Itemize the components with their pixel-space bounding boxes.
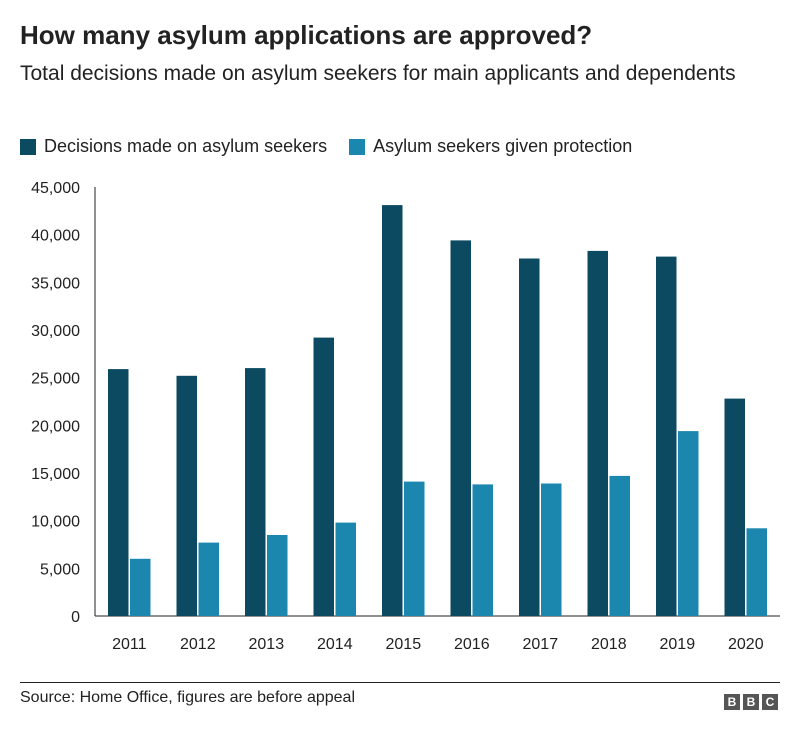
y-tick-label: 30,000: [31, 323, 80, 340]
bars: [108, 205, 767, 616]
x-tick-label: 2015: [386, 636, 422, 653]
y-tick-label: 40,000: [31, 228, 80, 245]
bar-protection: [198, 542, 219, 616]
legend-item-decisions: Decisions made on asylum seekers: [20, 136, 327, 157]
source-divider: [20, 682, 780, 683]
x-tick-label: 2013: [249, 636, 285, 653]
x-axis: 2011 2012 2013 2014 2015 2016 2017 2018 2019 2020: [95, 615, 780, 653]
logo-letter: C: [762, 694, 778, 710]
x-tick-label: 2017: [523, 636, 559, 653]
bar-protection: [678, 431, 699, 616]
bar-protection: [472, 484, 493, 616]
bar-protection: [130, 558, 151, 616]
y-axis: 0 5,000 10,000 15,000 20,000 25,000 30,000 35,0…: [31, 180, 96, 626]
x-tick-label: 2016: [454, 636, 490, 653]
x-tick-label: 2018: [591, 636, 627, 653]
bar-chart: 0 5,000 10,000 15,000 20,000 25,000 30,000 35,0…: [31, 180, 780, 653]
bar-decisions: [108, 369, 129, 616]
bar-decisions: [724, 398, 745, 616]
bar-decisions: [519, 258, 540, 616]
bar-decisions: [313, 337, 334, 616]
legend-label-decisions: Decisions made on asylum seekers: [44, 136, 328, 156]
bar-protection: [267, 535, 288, 616]
legend-item-protection: Asylum seekers given protection: [349, 136, 632, 157]
chart-legend: Decisions made on asylum seekers Asylum …: [20, 136, 654, 157]
chart-subtitle: Total decisions made on asylum seekers f…: [20, 62, 736, 85]
bar-protection: [746, 528, 767, 616]
y-tick-label: 10,000: [31, 514, 80, 531]
bar-decisions: [656, 256, 677, 616]
bar-decisions: [587, 250, 608, 616]
bar-protection: [609, 475, 630, 616]
x-tick-label: 2014: [317, 636, 353, 653]
chart-title: How many asylum applications are approve…: [20, 20, 593, 50]
y-tick-label: 45,000: [31, 180, 80, 197]
logo-letter: B: [743, 694, 759, 710]
legend-swatch-protection: [349, 138, 366, 155]
legend-label-protection: Asylum seekers given protection: [373, 136, 633, 156]
x-tick-label: 2012: [180, 636, 216, 653]
bbc-logo: B B C: [721, 694, 778, 710]
y-tick-label: 5,000: [40, 561, 80, 578]
legend-swatch-decisions: [20, 138, 36, 155]
bar-protection: [541, 483, 562, 616]
bar-protection: [335, 522, 356, 616]
bar-decisions: [450, 240, 471, 616]
x-tick-label: 2019: [660, 636, 696, 653]
y-tick-label: 25,000: [31, 371, 80, 388]
source-note: Source: Home Office, figures are before …: [20, 689, 355, 706]
logo-letter: B: [724, 694, 740, 710]
bar-decisions: [176, 375, 197, 616]
y-tick-label: 15,000: [31, 466, 80, 483]
y-tick-label: 35,000: [31, 275, 80, 292]
bar-protection: [404, 481, 425, 616]
bar-decisions: [382, 205, 403, 616]
y-tick-label: 20,000: [31, 418, 80, 435]
bar-decisions: [245, 368, 266, 616]
y-tick-label: 0: [71, 609, 80, 626]
x-tick-label: 2011: [112, 636, 147, 653]
x-tick-label: 2020: [728, 636, 764, 653]
